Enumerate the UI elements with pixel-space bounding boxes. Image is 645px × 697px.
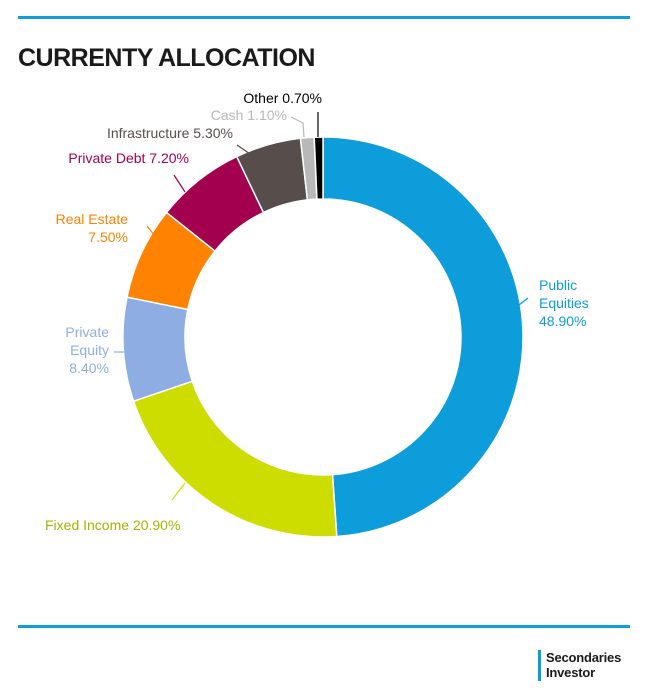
leader-line-private-debt	[173, 174, 186, 193]
label-real-estate-line2: 7.50%	[88, 229, 128, 245]
labels-layer: Public Equities 48.90% Fixed Income 20.90% P…	[45, 90, 589, 533]
top-rule	[18, 16, 630, 19]
label-public-equities-line1: Public	[539, 277, 577, 293]
label-infrastructure-line1: Infrastructure 5.30%	[107, 125, 233, 141]
slice-public-equities	[322, 136, 524, 538]
slices-layer	[122, 136, 524, 538]
label-fixed-income-line1: Fixed Income 20.90%	[45, 517, 180, 533]
label-cash-line1: Cash 1.10%	[211, 107, 287, 123]
leader-line-fixed-income	[171, 482, 186, 501]
slice-other	[313, 136, 324, 200]
bottom-rule	[18, 625, 630, 628]
leader-line-cash	[290, 116, 305, 138]
label-public-equities-line3: 48.90%	[539, 313, 586, 329]
slice-private-equity	[122, 296, 194, 403]
brand-name-line2: Investor	[546, 665, 595, 680]
brand-name-line1: Secondaries	[546, 650, 622, 665]
label-real-estate-line1: Real Estate	[56, 211, 129, 227]
brand-logo-bar	[538, 650, 541, 681]
label-public-equities-line2: Equities	[539, 295, 589, 311]
label-private-equity-line3: 8.40%	[69, 360, 109, 376]
slice-fixed-income	[132, 380, 338, 538]
page-title: CURRENTY ALLOCATION	[18, 44, 315, 72]
leader-line-public-equities	[518, 297, 529, 306]
leader-line-infrastructure	[236, 144, 251, 155]
leader-line-real-estate	[146, 225, 156, 237]
label-private-debt-line1: Private Debt 7.20%	[68, 150, 189, 166]
label-private-equity-line2: Equity	[70, 342, 109, 358]
label-other-line1: Other 0.70%	[243, 90, 322, 106]
label-private-equity-line1: Private	[65, 324, 109, 340]
leader-lines-layer	[114, 112, 529, 501]
